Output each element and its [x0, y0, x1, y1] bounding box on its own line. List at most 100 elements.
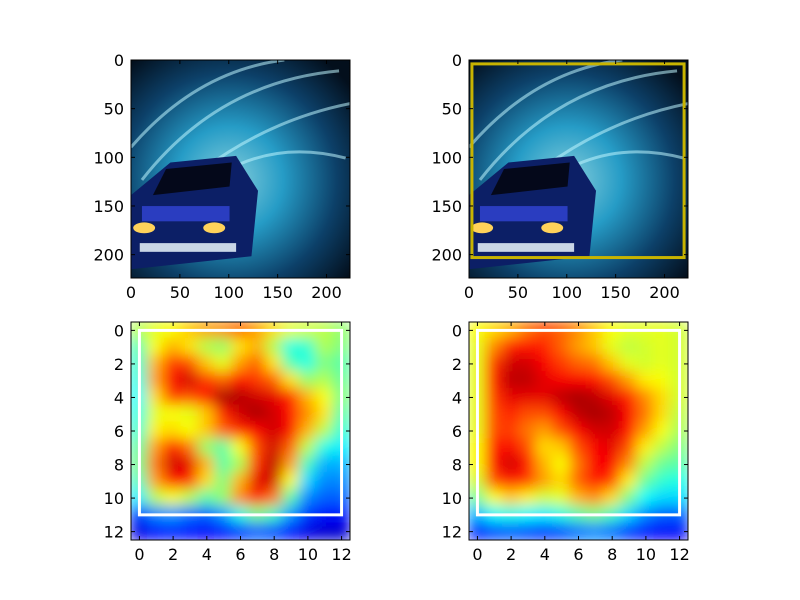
heatmap-cell [585, 371, 605, 391]
heatmap-cell [484, 438, 504, 458]
heatmap-cell [619, 354, 639, 374]
heatmap-cell [146, 438, 166, 458]
heatmap-cell [619, 404, 639, 424]
axes-frame [130, 59, 351, 279]
heatmap-cell [636, 388, 656, 407]
heatmap-cell [214, 488, 234, 508]
heatmap-cell [315, 337, 335, 357]
heatmap-cell [653, 455, 673, 474]
tick-label: 200 [311, 283, 342, 302]
heatmap-cell [180, 371, 200, 391]
heatmap-cell [484, 471, 504, 491]
heatmap-cell [315, 488, 335, 508]
heatmap-cell [501, 455, 521, 474]
heatmap-cell [231, 354, 250, 374]
tick-label: 10 [636, 545, 656, 564]
heatmap-cell [247, 522, 267, 540]
tick-label: 12 [442, 523, 462, 542]
heatmap-cell [585, 404, 605, 424]
heatmap-cell [180, 455, 200, 474]
heatmap-cell [214, 471, 234, 491]
heatmap-cell [518, 438, 538, 458]
heatmap-cell [518, 388, 538, 407]
heatmap-cell [636, 455, 656, 474]
heatmap-cell [197, 455, 217, 474]
tick-label: 6 [235, 545, 245, 564]
tick-label: 4 [114, 388, 124, 407]
tick-label: 4 [202, 545, 212, 564]
heatmap-cell [619, 471, 639, 491]
heatmap-cell [281, 522, 301, 540]
race-car-photo [131, 60, 350, 278]
tick-label: 0 [134, 545, 144, 564]
heatmap-cell [636, 488, 656, 508]
heatmap-cell [535, 388, 555, 407]
tick-label: 200 [93, 246, 124, 265]
heatmap-cell [281, 354, 301, 374]
heatmap-cell [552, 522, 572, 540]
heatmap-cell [247, 371, 267, 391]
heatmap-cell [163, 337, 183, 357]
heatmap-cell [602, 438, 622, 458]
heatmap-cell [247, 455, 267, 474]
heatmap-cell [231, 471, 250, 491]
heatmap-cell [315, 421, 335, 441]
heatmap-cell [146, 471, 166, 491]
heatmap-cell [552, 388, 572, 407]
heatmap-cell [281, 371, 301, 391]
heatmap-cell [501, 471, 521, 491]
heatmap-cell [469, 522, 487, 540]
heatmap-cell [619, 371, 639, 391]
heatmap-cell [197, 471, 217, 491]
heatmap-cell [518, 421, 538, 441]
heatmap-cell [315, 388, 335, 407]
tick-label: 6 [573, 545, 583, 564]
heatmap-cell [535, 337, 555, 357]
heatmap-cell [264, 354, 284, 374]
heatmap-cell [569, 471, 588, 491]
tick-label: 2 [168, 545, 178, 564]
heatmap-cell [214, 404, 234, 424]
tick-label: 10 [298, 545, 318, 564]
tick-label: 12 [104, 523, 124, 542]
heatmap-cell [518, 488, 538, 508]
heatmap-cell [231, 438, 250, 458]
heatmap-cell [281, 488, 301, 508]
tick-label: 0 [464, 283, 474, 302]
heatmap-cell [197, 522, 217, 540]
heatmap-cell [231, 371, 250, 391]
tick-label: 50 [508, 283, 528, 302]
tick-label: 2 [506, 545, 516, 564]
heatmap-cell [636, 471, 656, 491]
heatmap-cell [569, 522, 588, 540]
heatmap-cell [619, 421, 639, 441]
axes-frame [468, 59, 689, 279]
heatmap-cell [298, 522, 318, 540]
heatmap-cell [315, 371, 335, 391]
heatmap-cell [585, 421, 605, 441]
heatmap-cell [298, 455, 318, 474]
heatmap-cell [281, 438, 301, 458]
tick-label: 8 [114, 456, 124, 475]
heatmap-cell [501, 522, 521, 540]
heatmap-cell [264, 404, 284, 424]
heatmap-cell [163, 522, 183, 540]
heatmap-cell [180, 337, 200, 357]
heatmap-cell [518, 522, 538, 540]
heatmap-cell [180, 421, 200, 441]
heatmap-cell [315, 438, 335, 458]
heatmap-cell [619, 438, 639, 458]
heatmap-cell [636, 404, 656, 424]
heatmap-cell [197, 354, 217, 374]
heatmap-cell [281, 455, 301, 474]
heatmap-cell [484, 354, 504, 374]
heatmap-cell [264, 471, 284, 491]
heatmap-cell [569, 455, 588, 474]
heatmap-cell [552, 337, 572, 357]
heatmap-cell [552, 438, 572, 458]
heatmap-cell [146, 404, 166, 424]
heatmap-cell [163, 421, 183, 441]
heatmap-cell [180, 522, 200, 540]
heatmap-cell [281, 404, 301, 424]
